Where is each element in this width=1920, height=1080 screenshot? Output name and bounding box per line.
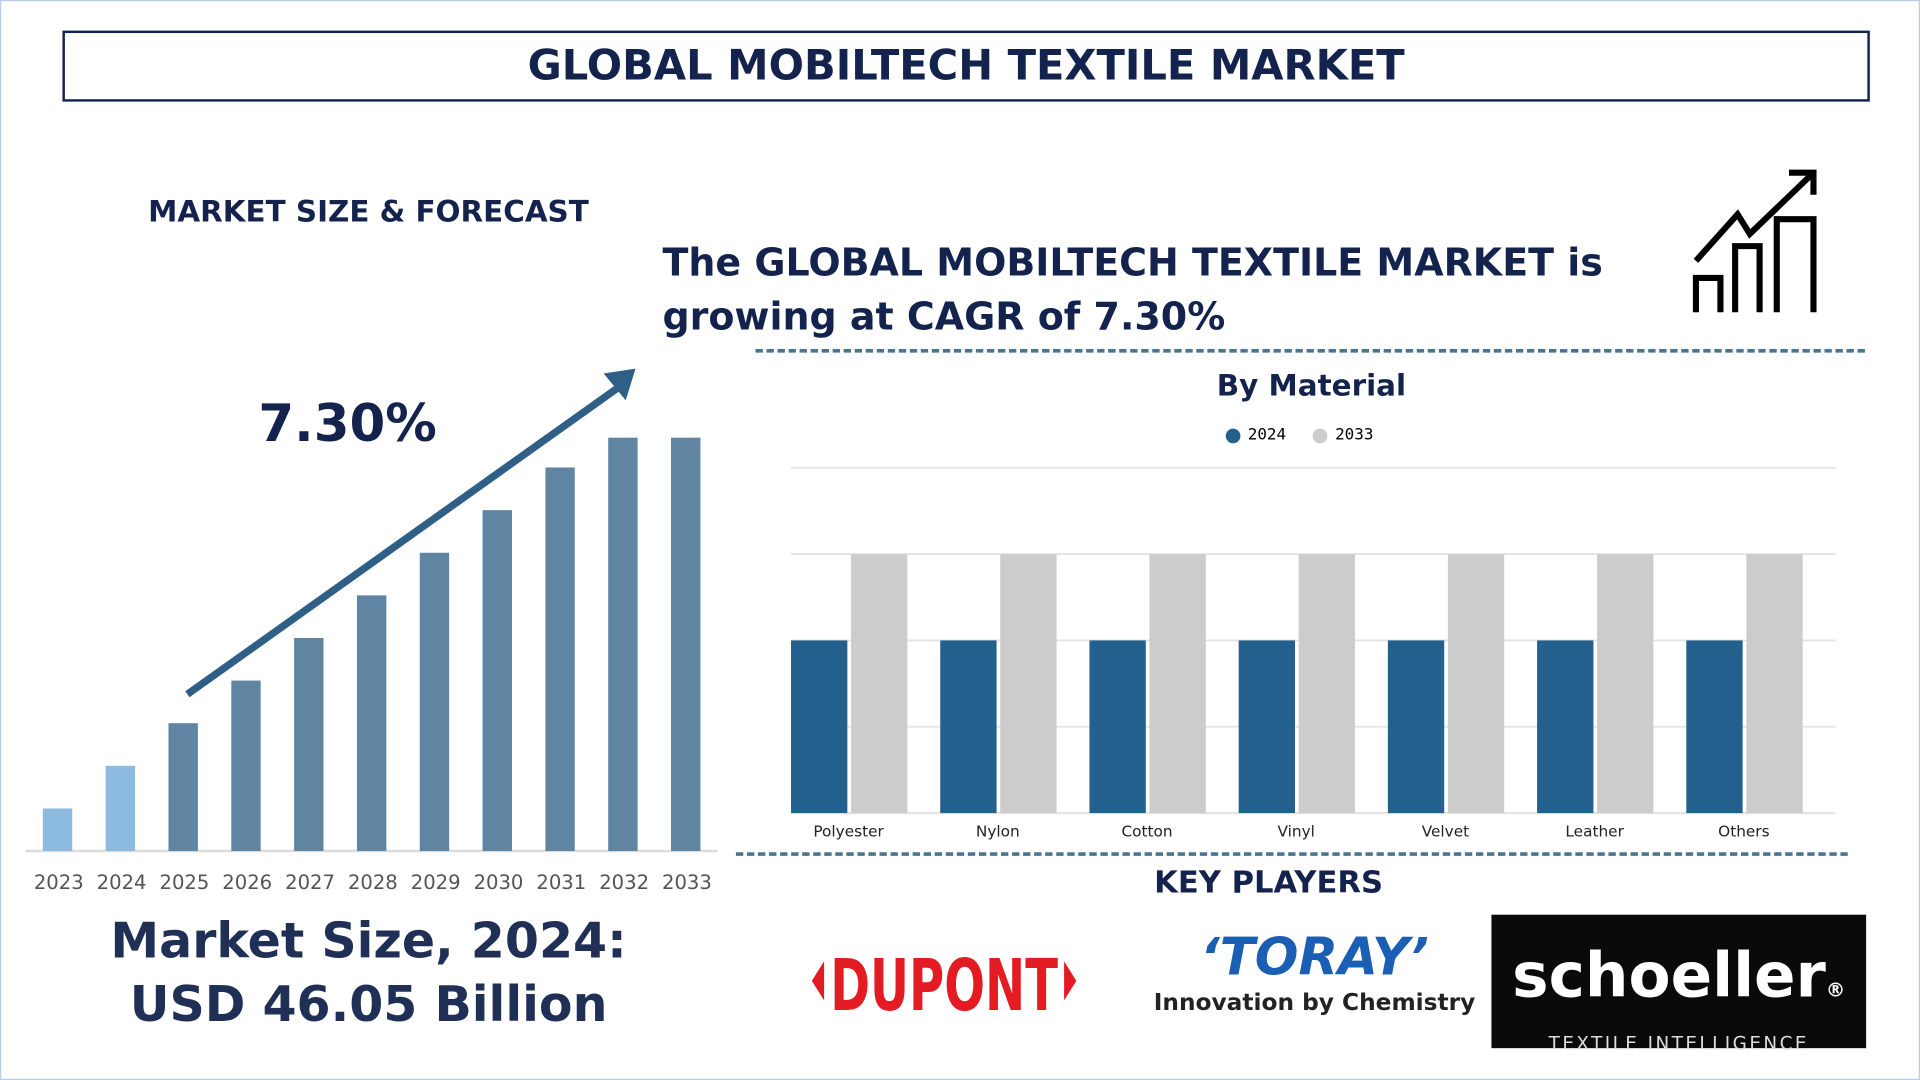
bar-Cotton-2033 <box>1149 554 1206 814</box>
tick-label-2025: 2025 <box>159 871 209 894</box>
tick-label-Others: Others <box>1718 822 1769 840</box>
bar-Others-2024 <box>1686 640 1743 814</box>
tick-label-2026: 2026 <box>222 871 272 894</box>
bar-2028 <box>356 595 387 852</box>
market-size: Market Size, 2024: USD 46.05 Billion <box>50 910 687 1037</box>
trend-arrowhead-icon <box>603 368 636 401</box>
toray-logo: ‘TORAY’ Innovation by Chemistry <box>1152 926 1476 1042</box>
divider <box>755 348 1865 353</box>
tick-label-Cotton: Cotton <box>1121 822 1172 840</box>
toray-wordmark: ‘TORAY’ <box>1200 926 1429 987</box>
legend-item-2033: 2033 <box>1313 426 1373 444</box>
bar-Leather-2033 <box>1597 554 1654 814</box>
trend-arrow <box>185 382 623 698</box>
legend-swatch <box>1225 427 1241 443</box>
market-size-line2: USD 46.05 Billion <box>129 977 608 1034</box>
forecast-bar-chart: 2023 2024 2025 2026 2027 2028 2029 2030 2031 2032… <box>25 368 718 894</box>
bar-2031 <box>545 467 575 852</box>
schoeller-tagline: TEXTILE INTELLIGENCE <box>1548 1032 1809 1055</box>
market-size-line1: Market Size, 2024: <box>110 913 627 970</box>
legend-label: 2024 <box>1247 426 1287 445</box>
bar-Polyester-2024 <box>791 640 848 814</box>
bar-Cotton-2024 <box>1089 640 1146 814</box>
bar-2030 <box>482 510 512 852</box>
bar-Nylon-2024 <box>940 640 997 814</box>
legend-label: 2033 <box>1335 426 1374 445</box>
chart-legend: 2024 2033 <box>1225 426 1373 445</box>
tick-label-2027: 2027 <box>285 871 335 894</box>
material-bar-chart: Polyester Nylon Cotton Vinyl Velvet Leather Ot… <box>791 466 1836 840</box>
tick-label-2030: 2030 <box>474 871 524 894</box>
growth-chart-arrow-icon <box>1692 169 1817 313</box>
cagr-badge: 7.30% <box>258 393 437 454</box>
tick-label-2032: 2032 <box>599 871 649 894</box>
bar-2033 <box>671 437 701 852</box>
dupont-wordmark: DUPONT <box>830 944 1058 1027</box>
bar-Vinyl-2024 <box>1238 640 1295 814</box>
bar-2026 <box>231 680 261 852</box>
headline: The GLOBAL MOBILTECH TEXTILE MARKET is g… <box>662 241 1603 340</box>
bar-Nylon-2033 <box>1000 554 1057 814</box>
bar-Others-2033 <box>1746 554 1803 814</box>
section-label: MARKET SIZE & FORECAST <box>148 194 589 229</box>
bar-Vinyl-2033 <box>1298 554 1355 814</box>
bar-2029 <box>419 552 450 852</box>
dupont-logo: DUPONT <box>797 932 1091 1030</box>
tick-label-2028: 2028 <box>348 871 398 894</box>
tick-label-Leather: Leather <box>1565 822 1624 840</box>
tick-label-2023: 2023 <box>34 871 84 894</box>
bar-Polyester-2033 <box>851 554 908 814</box>
divider <box>735 852 1848 856</box>
bar-2032 <box>608 437 638 852</box>
tick-label-Vinyl: Vinyl <box>1278 822 1315 840</box>
page-title: GLOBAL MOBILTECH TEXTILE MARKET <box>62 30 1870 102</box>
toray-tagline: Innovation by Chemistry <box>1153 989 1476 1017</box>
tick-label-Velvet: Velvet <box>1422 822 1469 840</box>
tick-label-Polyester: Polyester <box>813 822 884 840</box>
schoeller-wordmark: schoeller® <box>1512 940 1846 1012</box>
tick-label-2024: 2024 <box>97 871 147 894</box>
legend-swatch <box>1313 427 1328 443</box>
tick-label-2029: 2029 <box>411 871 461 894</box>
bar-Velvet-2024 <box>1387 640 1445 814</box>
bar-2027 <box>294 637 324 852</box>
legend-item-2024: 2024 <box>1225 426 1287 445</box>
bar-Velvet-2033 <box>1447 554 1505 814</box>
tick-label-Nylon: Nylon <box>976 822 1020 840</box>
chart-title: By Material <box>1216 368 1407 403</box>
bar-2023 <box>42 808 73 852</box>
bar-Leather-2024 <box>1537 640 1594 814</box>
tick-label-2031: 2031 <box>536 871 586 894</box>
tick-label-2033: 2033 <box>662 871 712 894</box>
bar-2024 <box>105 765 136 852</box>
key-players-title: KEY PLAYERS <box>1154 864 1384 901</box>
bar-2025 <box>168 723 198 852</box>
schoeller-logo: schoeller® TEXTILE INTELLIGENCE <box>1491 914 1867 1054</box>
